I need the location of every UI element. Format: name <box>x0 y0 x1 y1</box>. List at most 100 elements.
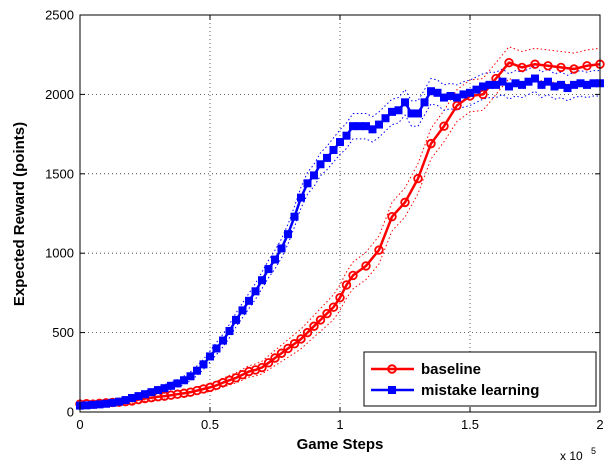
point-mistake-learning <box>147 388 156 397</box>
series-markers <box>75 57 605 410</box>
point-mistake-learning <box>505 82 513 91</box>
band-upper-mistake-learning <box>79 65 600 405</box>
point-mistake-learning <box>511 79 520 88</box>
point-mistake-learning <box>232 315 240 324</box>
point-baseline <box>374 245 384 255</box>
point-baseline <box>413 173 423 184</box>
svg-text:5: 5 <box>591 446 596 456</box>
point-mistake-learning <box>342 131 351 140</box>
point-mistake-learning <box>206 352 214 361</box>
x-tick-label: 1 <box>336 417 343 432</box>
point-baseline <box>361 261 371 271</box>
legend: baseline mistake learning <box>363 351 597 407</box>
point-mistake-learning <box>563 84 572 93</box>
point-mistake-learning <box>531 74 539 83</box>
point-mistake-learning <box>576 79 585 88</box>
point-baseline <box>341 280 352 290</box>
point-baseline <box>387 211 397 222</box>
x-tick-label: 2 <box>596 417 603 432</box>
y-tick-label: 500 <box>52 325 74 340</box>
point-baseline <box>166 390 176 400</box>
point-mistake-learning <box>238 306 247 315</box>
y-tick-label: 0 <box>67 405 74 420</box>
point-baseline <box>283 343 293 354</box>
y-tick-label: 1500 <box>45 166 74 181</box>
point-baseline <box>315 315 326 325</box>
point-mistake-learning <box>82 401 91 410</box>
point-baseline <box>322 308 332 319</box>
point-mistake-learning <box>284 230 292 239</box>
point-baseline <box>569 64 579 74</box>
point-mistake-learning <box>193 366 201 375</box>
y-tick-label: 1000 <box>45 246 74 261</box>
point-baseline <box>309 321 319 331</box>
y-axis-label: Expected Reward (points) <box>11 122 28 306</box>
axis-ticks <box>79 14 601 413</box>
point-mistake-learning <box>323 153 331 162</box>
point-baseline <box>263 358 274 368</box>
x-tick-label: 0 <box>76 417 83 432</box>
point-mistake-learning <box>277 244 286 253</box>
point-mistake-learning <box>570 80 578 89</box>
x-tick-label: 1.5 <box>461 417 479 432</box>
point-baseline <box>348 270 358 281</box>
point-mistake-learning <box>95 400 104 409</box>
point-baseline <box>530 59 540 69</box>
legend-entry-baseline: baseline <box>371 361 481 378</box>
x-axis-multiplier: x 10 5 <box>560 446 596 463</box>
point-mistake-learning <box>414 109 422 118</box>
point-mistake-learning <box>141 390 149 399</box>
point-baseline <box>296 334 306 344</box>
point-mistake-learning <box>251 287 260 296</box>
point-mistake-learning <box>102 399 110 408</box>
point-mistake-learning <box>550 82 559 91</box>
point-mistake-learning <box>375 120 383 129</box>
point-baseline <box>289 339 300 349</box>
point-mistake-learning <box>186 372 195 381</box>
point-mistake-learning <box>466 88 474 97</box>
point-mistake-learning <box>128 394 136 403</box>
point-baseline <box>270 353 280 363</box>
point-mistake-learning <box>310 171 318 180</box>
point-mistake-learning <box>433 88 442 97</box>
point-mistake-learning <box>427 87 435 96</box>
point-mistake-learning <box>271 255 279 264</box>
point-baseline <box>517 62 527 73</box>
point-mistake-learning <box>524 77 533 86</box>
point-mistake-learning <box>381 114 390 123</box>
point-baseline <box>257 362 267 373</box>
point-mistake-learning <box>160 384 169 393</box>
point-mistake-learning <box>212 344 221 353</box>
point-mistake-learning <box>167 381 175 390</box>
point-mistake-learning <box>492 80 500 89</box>
x-tick-label: 0.5 <box>201 417 219 432</box>
point-mistake-learning <box>446 91 455 100</box>
point-mistake-learning <box>264 265 273 274</box>
point-mistake-learning <box>349 122 357 131</box>
legend-circle-marker-icon <box>387 364 397 374</box>
point-baseline <box>543 61 553 71</box>
point-baseline <box>478 89 488 100</box>
point-mistake-learning <box>154 386 162 395</box>
legend-entry-mistake-learning: mistake learning <box>371 382 539 399</box>
point-baseline <box>452 100 462 111</box>
point-baseline <box>302 327 313 338</box>
point-mistake-learning <box>544 77 552 86</box>
point-mistake-learning <box>388 107 396 116</box>
point-mistake-learning <box>115 397 123 406</box>
point-mistake-learning <box>459 90 468 99</box>
point-baseline <box>328 302 339 312</box>
point-mistake-learning <box>557 80 565 89</box>
point-mistake-learning <box>401 98 409 107</box>
point-baseline <box>159 391 170 401</box>
point-mistake-learning <box>108 398 117 407</box>
point-mistake-learning <box>407 109 416 118</box>
point-mistake-learning <box>518 80 526 89</box>
y-tick-labels: 0 500 1000 1500 2000 2500 <box>45 8 74 420</box>
point-mistake-learning <box>336 138 344 147</box>
point-mistake-learning <box>355 122 364 131</box>
point-mistake-learning <box>258 276 266 285</box>
x-tick-labels: 0 0.5 1 1.5 2 <box>76 417 603 432</box>
point-mistake-learning <box>362 122 370 131</box>
